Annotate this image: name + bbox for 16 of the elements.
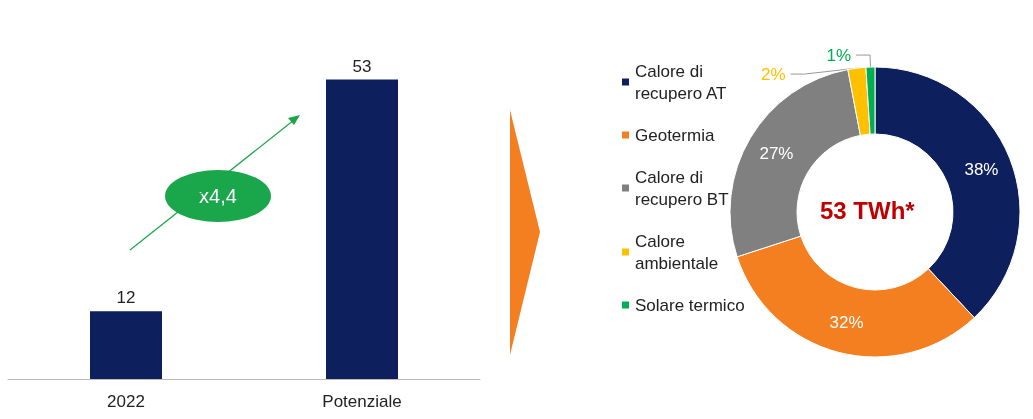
data-label: 32% <box>829 313 864 333</box>
data-label: 53 <box>352 56 372 76</box>
x-tick-label: 2022 <box>107 392 145 411</box>
data-label: 1% <box>826 45 852 65</box>
data-label: 38% <box>964 160 999 180</box>
text: 53 TWh* <box>820 196 916 224</box>
annotation: x4,4 <box>199 185 237 207</box>
data-label: 12 <box>116 288 136 308</box>
legend-label: Solare termico <box>635 295 745 315</box>
legend-label: Calore di recupero AT <box>635 61 727 103</box>
legend-label: Calore ambientale <box>635 231 719 273</box>
legend-label: Calore di recupero BT <box>635 167 729 209</box>
x-tick-label: Potenziale <box>322 392 402 411</box>
legend-label: Geotermia <box>635 125 715 145</box>
data-label: 27% <box>759 144 794 164</box>
data-label: 2% <box>761 64 786 84</box>
